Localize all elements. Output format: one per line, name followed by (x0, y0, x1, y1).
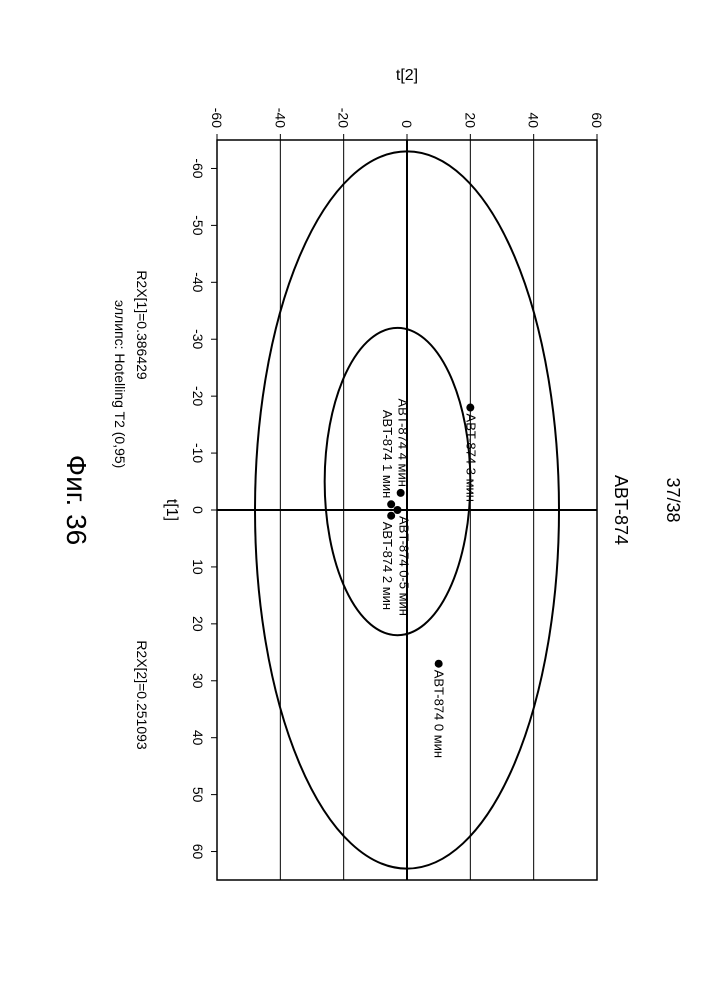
x-tick-label: -40 (190, 272, 206, 292)
data-point (435, 660, 443, 668)
data-point (397, 489, 405, 497)
x-tick-label: 10 (190, 559, 206, 575)
point-label: ABT-874 0 мин (432, 670, 447, 758)
data-point (387, 500, 395, 508)
footer-r2x1: R2X[1]=0.386429 (134, 270, 150, 380)
point-label: ABT-874 2 мин (380, 522, 395, 610)
x-tick-label: 40 (190, 730, 206, 746)
x-tick-label: 60 (190, 844, 206, 860)
x-tick-label: -50 (190, 215, 206, 235)
x-tick-label: 0 (190, 506, 206, 514)
footer-r2x2: R2X[2]=0.251093 (134, 640, 150, 750)
y-axis-label: t[2] (396, 67, 418, 84)
y-tick-label: 0 (399, 120, 415, 128)
data-point (387, 512, 395, 520)
y-tick-label: 20 (462, 112, 478, 128)
x-tick-label: 20 (190, 616, 206, 632)
data-point (394, 506, 402, 514)
point-label: ABT-874 4 мин (396, 399, 411, 487)
x-tick-label: -30 (190, 329, 206, 349)
chart-title: ABT-874 (611, 475, 631, 545)
x-tick-label: -60 (190, 158, 206, 178)
point-label: ABT-874 3 мин (463, 414, 478, 502)
page-header: 37/38 (663, 477, 683, 522)
point-label: ABT-874 1 мин (380, 410, 395, 498)
x-tick-label: 30 (190, 673, 206, 689)
y-tick-label: -40 (272, 108, 288, 128)
y-tick-label: -60 (209, 108, 225, 128)
y-tick-label: -20 (336, 108, 352, 128)
y-tick-label: 40 (526, 112, 542, 128)
point-label: ABT-874 0-5 мин (397, 516, 412, 616)
footer-ellipse-note: эллипс: Hotelling T2 (0,95) (112, 300, 128, 468)
data-point (466, 404, 474, 412)
x-tick-label: 50 (190, 787, 206, 803)
x-tick-label: -10 (190, 443, 206, 463)
x-tick-label: -20 (190, 386, 206, 406)
y-tick-label: 60 (589, 112, 605, 128)
x-axis-label: t[1] (163, 499, 180, 521)
figure-label: Фиг. 36 (61, 455, 92, 545)
